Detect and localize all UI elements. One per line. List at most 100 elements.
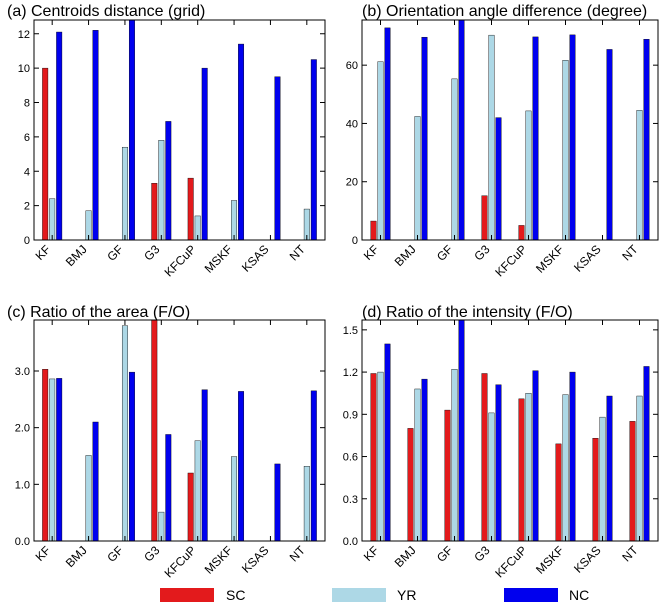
y-tick-label: 12 <box>18 29 30 41</box>
y-tick-label: 0.0 <box>15 536 30 548</box>
bar-nc-mskf <box>569 34 576 241</box>
bar-sc-g3 <box>151 183 158 241</box>
bar-yr-gf <box>121 146 128 241</box>
y-tick-label: 20 <box>346 177 358 189</box>
bar-yr-kfcup <box>525 392 532 542</box>
bar-sc-kfcup <box>518 398 525 542</box>
x-tick-label: BMJ <box>392 543 419 570</box>
x-tick-label: KF <box>33 543 54 564</box>
bar-yr-g3 <box>158 140 165 241</box>
bar-nc-kfcup <box>201 67 208 241</box>
bar-yr-bmj <box>414 116 421 241</box>
x-tick-label: MSKF <box>533 242 566 275</box>
bar-sc-gf <box>444 409 451 542</box>
bar-sc-kf <box>370 220 377 241</box>
bar-yr-gf <box>121 325 128 542</box>
bar-yr-nt <box>636 110 643 241</box>
bars <box>370 19 650 241</box>
bar-nc-mskf <box>569 371 576 542</box>
x-tick-label: G3 <box>471 242 492 263</box>
bar-sc-bmj <box>407 428 414 542</box>
bar-nc-ksas <box>606 395 613 542</box>
bar-nc-nt <box>310 59 317 241</box>
y-tick-label: 0.9 <box>343 409 358 421</box>
bar-yr-kf <box>377 371 384 542</box>
bar-sc-ksas <box>592 438 599 542</box>
x-tick-label: NT <box>619 543 641 565</box>
bar-yr-g3 <box>488 412 495 542</box>
bar-sc-kfcup <box>518 225 525 241</box>
legend-swatch-nc <box>504 588 558 602</box>
bar-nc-g3 <box>495 117 502 241</box>
x-tick-label: KFCuP <box>492 543 529 580</box>
y-tick-label: 1.0 <box>15 479 30 491</box>
x-tick-label: KSAS <box>571 242 604 275</box>
legend-label-yr: YR <box>397 587 416 603</box>
y-tick-label: 1.5 <box>343 325 358 337</box>
bar-yr-mskf <box>231 456 238 542</box>
bar-nc-bmj <box>421 378 428 542</box>
bar-nc-ksas <box>274 76 281 241</box>
y-tick-label: 60 <box>346 60 358 72</box>
x-tick-label: GF <box>434 242 456 264</box>
x-tick-label: NT <box>287 543 309 565</box>
y-tick-label: 10 <box>18 63 30 75</box>
bar-nc-g3 <box>165 121 172 241</box>
y-tick-label: 0 <box>352 235 358 247</box>
y-tick-label: 2 <box>24 201 30 213</box>
panel-centroids-distance: (a) Centroids distance (grid) 0 2 4 6 8 10 12 K… <box>7 3 326 279</box>
bar-yr-bmj <box>85 455 92 542</box>
bar-nc-kf <box>384 343 391 542</box>
chart-title: (c) Ratio of the area (F/O) <box>7 304 190 321</box>
bar-sc-kf <box>370 373 377 542</box>
y-tick-label: 0 <box>24 235 30 247</box>
bar-nc-ksas <box>274 463 281 542</box>
x-tick-label: BMJ <box>63 543 90 570</box>
legend-item-nc: NC <box>504 587 589 603</box>
bar-nc-bmj <box>92 421 99 542</box>
bar-yr-mskf <box>562 394 569 542</box>
bar-yr-nt <box>303 466 310 542</box>
y-tick-label: 8 <box>24 98 30 110</box>
bar-nc-mskf <box>238 391 245 542</box>
bar-sc-kf <box>42 369 49 542</box>
plot-frame <box>361 319 659 542</box>
x-tick-label: NT <box>619 242 641 264</box>
x-tick-label: KSAS <box>239 543 272 576</box>
y-tick-label: 2.0 <box>15 423 30 435</box>
bar-nc-nt <box>643 39 650 241</box>
panel-ratio-area: (c) Ratio of the area (F/O) 0.0 1.0 2.0 3.0… <box>7 304 326 580</box>
chart-title: (d) Ratio of the intensity (F/O) <box>362 304 573 321</box>
y-tick-label: 4 <box>24 166 30 178</box>
bar-yr-nt <box>636 395 643 542</box>
bar-yr-gf <box>451 78 458 241</box>
bar-nc-bmj <box>421 36 428 241</box>
bar-yr-kfcup <box>194 440 201 542</box>
legend-label-nc: NC <box>569 587 589 603</box>
x-tick-label: KFCuP <box>162 242 199 279</box>
bar-nc-gf <box>128 19 135 241</box>
y-tick-label: 3.0 <box>15 366 30 378</box>
x-tick-label: KFCuP <box>492 242 529 279</box>
bar-yr-ksas <box>599 416 606 542</box>
x-tick-label: MSKF <box>202 543 235 576</box>
bar-yr-kf <box>49 378 56 542</box>
x-tick-label: KFCuP <box>162 543 199 580</box>
bar-nc-kfcup <box>532 36 539 241</box>
legend-swatch-sc <box>160 588 214 602</box>
x-tick-label: KSAS <box>571 543 604 576</box>
x-tick-label: GF <box>434 543 456 565</box>
bar-sc-g3 <box>481 373 488 542</box>
y-tick-label: 6 <box>24 132 30 144</box>
bar-nc-kfcup <box>532 370 539 542</box>
bar-nc-ksas <box>606 49 613 241</box>
x-tick-label: KF <box>33 242 54 263</box>
bar-sc-kfcup <box>187 472 194 542</box>
x-tick-label: KF <box>361 242 382 263</box>
y-tick-label: 1.2 <box>343 367 358 379</box>
bar-yr-kf <box>377 61 384 241</box>
y-tick-label: 0.0 <box>343 536 358 548</box>
bar-nc-kfcup <box>201 389 208 542</box>
x-tick-label: G3 <box>141 543 162 564</box>
